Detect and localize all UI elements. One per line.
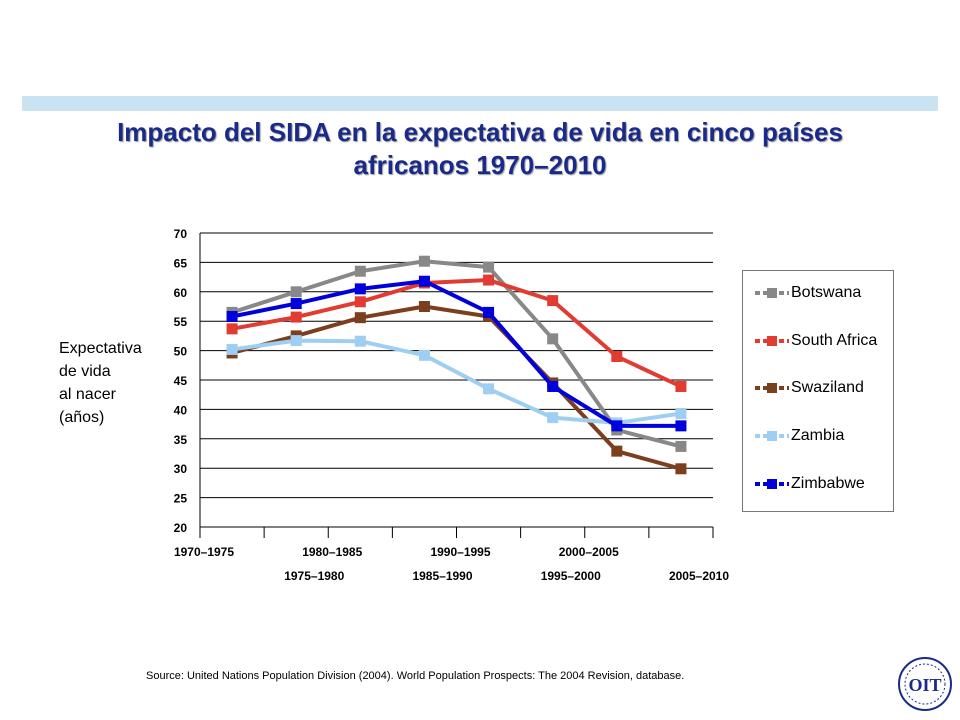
- data-point-south-africa: [226, 323, 238, 335]
- y-tick-label: 70: [174, 227, 188, 241]
- x-tick-label: 1985–1990: [412, 569, 472, 583]
- legend-swatch-zimbabwe: [755, 479, 789, 489]
- legend-item-swaziland: Swaziland: [755, 378, 864, 398]
- data-point-botswana: [483, 261, 495, 273]
- data-point-zambia: [354, 335, 366, 347]
- data-point-south-africa: [290, 311, 302, 323]
- y-tick-label: 30: [174, 462, 188, 476]
- legend-label: Zimbabwe: [791, 475, 865, 492]
- data-point-south-africa: [354, 296, 366, 308]
- data-point-zimbabwe: [354, 283, 366, 295]
- legend-swatch-botswana: [755, 288, 789, 298]
- data-point-zambia: [675, 408, 687, 420]
- series-line-botswana: [231, 259, 682, 449]
- y-tick-label: 40: [174, 403, 188, 417]
- series-line-zambia: [231, 338, 682, 425]
- y-tick-label: 20: [174, 521, 188, 535]
- y-tick-label: 55: [174, 315, 188, 329]
- legend-item-zambia: Zambia: [755, 426, 844, 446]
- data-point-zimbabwe: [611, 420, 623, 432]
- series-line-south-africa: [231, 278, 682, 389]
- data-point-swaziland: [675, 463, 687, 475]
- data-point-zimbabwe: [547, 380, 559, 392]
- data-point-botswana: [547, 333, 559, 345]
- y-axis-label: Expectativa de vida al nacer (años): [59, 337, 142, 429]
- legend-item-zimbabwe: Zimbabwe: [755, 474, 865, 494]
- data-point-swaziland: [418, 301, 430, 312]
- x-tick-label: 1970–1975: [174, 545, 234, 559]
- legend-item-botswana: Botswana: [755, 283, 861, 303]
- data-point-botswana: [418, 255, 430, 267]
- data-point-zambia: [547, 412, 559, 424]
- y-tick-label: 35: [174, 433, 188, 447]
- x-tick-label: 1995–2000: [541, 569, 601, 583]
- title-line-1: Impacto del SIDA en la expectativa de vi…: [117, 117, 843, 147]
- data-point-zambia: [483, 383, 495, 395]
- title-line-2: africanos 1970–2010: [353, 150, 607, 180]
- data-point-zambia: [226, 343, 238, 355]
- data-point-south-africa: [611, 350, 623, 362]
- y-tick-label: 45: [174, 374, 188, 388]
- y-axis-label-line: (años): [59, 409, 105, 426]
- data-point-south-africa: [547, 295, 559, 307]
- y-tick-label: 60: [174, 286, 188, 300]
- legend-swatch-swaziland: [755, 383, 789, 393]
- data-point-swaziland: [611, 445, 623, 457]
- y-tick-label: 65: [174, 256, 188, 270]
- x-tick-label: 1990–1995: [430, 545, 490, 559]
- legend-label: South Africa: [791, 332, 878, 349]
- legend-label: Botswana: [791, 284, 862, 301]
- data-point-zimbabwe: [226, 310, 238, 322]
- data-point-swaziland: [354, 312, 366, 324]
- x-tick-label: 1975–1980: [284, 569, 344, 583]
- source-note: Source: United Nations Population Divisi…: [146, 670, 685, 682]
- y-tick-label: 50: [174, 345, 188, 359]
- data-point-south-africa: [483, 274, 495, 286]
- series-line-zimbabwe: [231, 279, 681, 428]
- data-point-zimbabwe: [290, 298, 302, 310]
- data-point-zimbabwe: [483, 306, 495, 318]
- data-point-botswana: [290, 286, 302, 298]
- y-axis-label-line: de vida: [59, 363, 111, 380]
- series-line-swaziland: [231, 304, 682, 471]
- data-point-botswana: [675, 440, 687, 452]
- header-band: [22, 96, 938, 111]
- ilo-logo-icon: OIT: [898, 657, 952, 711]
- data-point-botswana: [354, 265, 366, 277]
- chart-title: Impacto del SIDA en la expectativa de vi…: [0, 116, 960, 182]
- data-point-zambia: [290, 335, 302, 347]
- y-tick-label: 25: [174, 492, 188, 506]
- logo-text: OIT: [908, 675, 941, 695]
- y-axis-label-line: Expectativa: [59, 340, 142, 357]
- legend-label: Swaziland: [791, 379, 864, 396]
- data-point-zimbabwe: [418, 275, 430, 287]
- x-tick-label: 2005–2010: [669, 569, 729, 583]
- legend-label: Zambia: [791, 427, 845, 444]
- data-point-zimbabwe: [675, 420, 687, 432]
- legend-swatch-zambia: [755, 431, 789, 441]
- y-axis-label-line: al nacer: [59, 386, 116, 403]
- x-tick-label: 1980–1985: [302, 545, 362, 559]
- data-point-south-africa: [675, 380, 687, 392]
- legend-item-south-africa: South Africa: [755, 331, 877, 351]
- x-tick-label: 2000–2005: [559, 545, 619, 559]
- legend-swatch-south-africa: [755, 336, 789, 346]
- data-point-zambia: [418, 349, 430, 361]
- chart-legend: Botswana South Africa Swaziland Zambia Z…: [742, 270, 894, 512]
